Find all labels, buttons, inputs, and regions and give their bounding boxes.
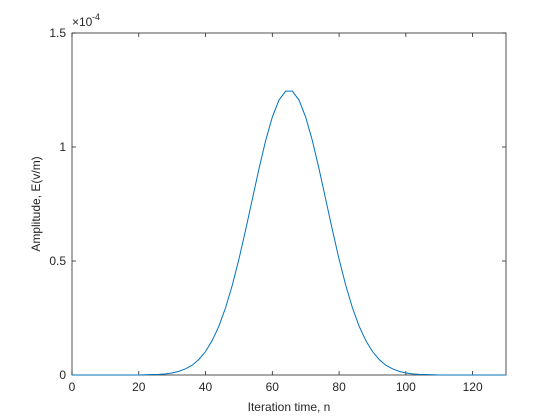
x-tick-label: 60 (266, 380, 280, 394)
x-axis-label: Iteration time, n (248, 400, 331, 414)
x-tick-label: 120 (463, 380, 483, 394)
y-multiplier: ×10 (72, 15, 93, 29)
axes-box (71, 32, 507, 376)
y-axis-label: Amplitude, E(v/m) (29, 156, 43, 251)
y-exponent: -4 (92, 12, 100, 22)
x-tick-label: 80 (332, 380, 346, 394)
y-tick-label: 0 (59, 368, 66, 382)
x-tick-label: 0 (69, 380, 76, 394)
y-tick-label: 0.5 (49, 254, 66, 268)
x-tick-label: 100 (396, 380, 416, 394)
data-line (72, 90, 506, 376)
x-tick-label: 20 (132, 380, 146, 394)
y-tick-label: 1.5 (49, 26, 66, 40)
x-tick-label: 40 (199, 380, 213, 394)
y-tick-label: 1 (59, 140, 66, 154)
